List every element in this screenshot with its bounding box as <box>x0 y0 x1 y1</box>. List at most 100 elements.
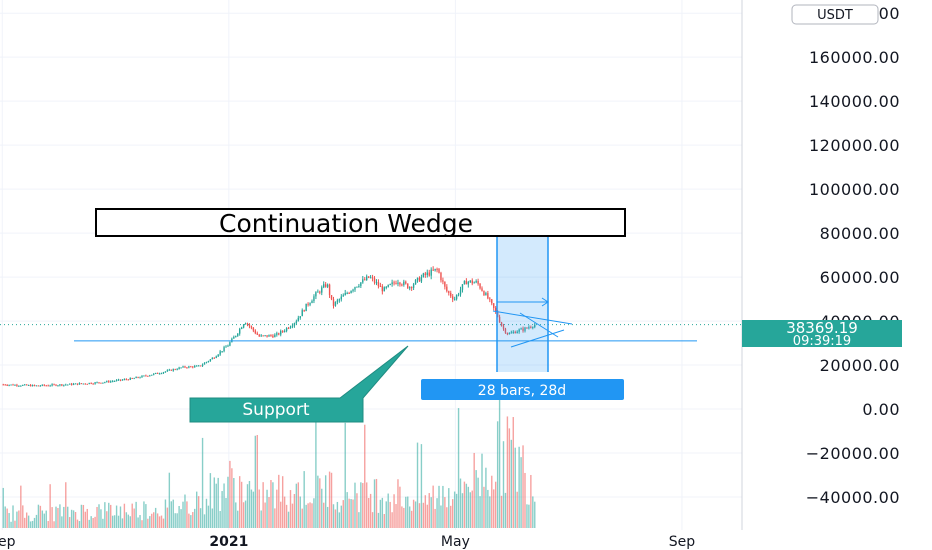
price-scale[interactable] <box>742 0 932 530</box>
volume-bar-215 <box>422 502 425 528</box>
candle-209 <box>410 286 413 291</box>
candle-body <box>369 277 372 279</box>
volume-bar-262 <box>514 447 516 528</box>
candle-217 <box>426 269 428 278</box>
candle-body <box>76 383 79 385</box>
volume-bar-59 <box>117 515 120 528</box>
candle-body <box>442 280 444 282</box>
candle-body <box>532 326 534 328</box>
volume-bar-267 <box>524 472 526 528</box>
volume-bar-111 <box>219 511 221 528</box>
candle-195 <box>383 286 385 292</box>
candle-body <box>367 276 370 278</box>
bar-countdown: 09:39:19 <box>793 334 851 349</box>
candle-body <box>278 333 280 335</box>
candle-230 <box>451 293 454 303</box>
candle-body <box>383 287 385 292</box>
volume-bar-230 <box>451 499 454 528</box>
volume-bar-218 <box>428 493 430 528</box>
candle-body <box>323 284 325 288</box>
candle-body <box>395 283 397 285</box>
candle-196 <box>385 285 387 290</box>
range-text: 28 bars, 28d <box>478 383 566 399</box>
candle-49 <box>98 382 100 384</box>
volume-bar-220 <box>432 485 434 528</box>
volume-bar-155 <box>305 504 307 528</box>
candle-119 <box>235 335 237 338</box>
currency-badge[interactable]: USDT <box>791 4 879 25</box>
volume-bar-51 <box>102 518 104 528</box>
candle-34 <box>68 383 71 385</box>
candle-body <box>119 379 122 381</box>
candle-body <box>78 383 81 385</box>
candle-body <box>289 326 292 329</box>
candle-233 <box>457 292 460 297</box>
candle-204 <box>401 283 403 287</box>
candle-123 <box>242 324 245 329</box>
candle-body <box>55 384 57 386</box>
volume-bar-243 <box>477 477 479 528</box>
time-scale[interactable] <box>0 530 742 550</box>
candle-193 <box>379 282 382 288</box>
candle-113 <box>223 345 225 353</box>
support-callout[interactable]: Support <box>189 345 409 423</box>
candle-body <box>444 281 446 287</box>
candle-94 <box>186 366 188 369</box>
volume-bar-29 <box>59 504 61 528</box>
volume-bar-252 <box>494 481 497 528</box>
candle-body <box>451 296 454 300</box>
volume-bar-131 <box>258 489 260 528</box>
drawings[interactable] <box>0 236 742 372</box>
candle-89 <box>176 368 178 371</box>
candle-body <box>520 328 522 330</box>
candle-body <box>506 332 509 335</box>
candle-215 <box>422 272 425 278</box>
volume-bar-108 <box>213 477 215 528</box>
volume-bar-106 <box>209 473 212 528</box>
volume-bar-19 <box>39 505 42 528</box>
volume-bar-127 <box>250 489 253 528</box>
candle-body <box>61 384 63 386</box>
candle-260 <box>510 330 513 334</box>
title-annotation[interactable]: Continuation Wedge <box>95 208 626 238</box>
candle-body <box>252 327 255 331</box>
candle-body <box>405 281 407 284</box>
candle-169 <box>332 296 335 309</box>
volume-bar-163 <box>321 488 323 528</box>
volume-bar-242 <box>475 470 477 528</box>
volume-bar-156 <box>307 503 309 528</box>
candle-219 <box>430 267 432 280</box>
time-tick: Sep <box>0 534 16 550</box>
candle-body <box>528 327 530 329</box>
candle-237 <box>465 278 468 285</box>
volume-bar-247 <box>485 467 487 528</box>
candle-body <box>22 384 24 386</box>
candle-248 <box>487 290 489 300</box>
candle-29 <box>59 384 61 387</box>
range-label[interactable]: 28 bars, 28d <box>421 379 624 400</box>
candle-body <box>147 375 149 377</box>
candle-22 <box>45 384 47 387</box>
candle-172 <box>338 298 341 303</box>
candle-133 <box>262 335 264 337</box>
candle-body <box>391 282 393 285</box>
candle-body <box>432 269 434 271</box>
volume-bar-11 <box>24 517 26 528</box>
candle-body <box>225 346 227 348</box>
volume-bar-15 <box>31 520 34 528</box>
volume-bar-99 <box>196 491 198 528</box>
candle-258 <box>506 332 509 336</box>
volume-bar-246 <box>483 486 485 528</box>
candle-body <box>43 384 45 386</box>
candle-body <box>381 286 384 292</box>
candle-158 <box>311 299 313 304</box>
candle-72 <box>143 375 145 377</box>
volume-bar-143 <box>281 476 284 528</box>
volume-bar-58 <box>115 505 118 528</box>
candle-body <box>250 326 253 328</box>
candle-body <box>297 317 300 322</box>
candle-body <box>242 324 245 328</box>
candle-78 <box>154 372 157 375</box>
